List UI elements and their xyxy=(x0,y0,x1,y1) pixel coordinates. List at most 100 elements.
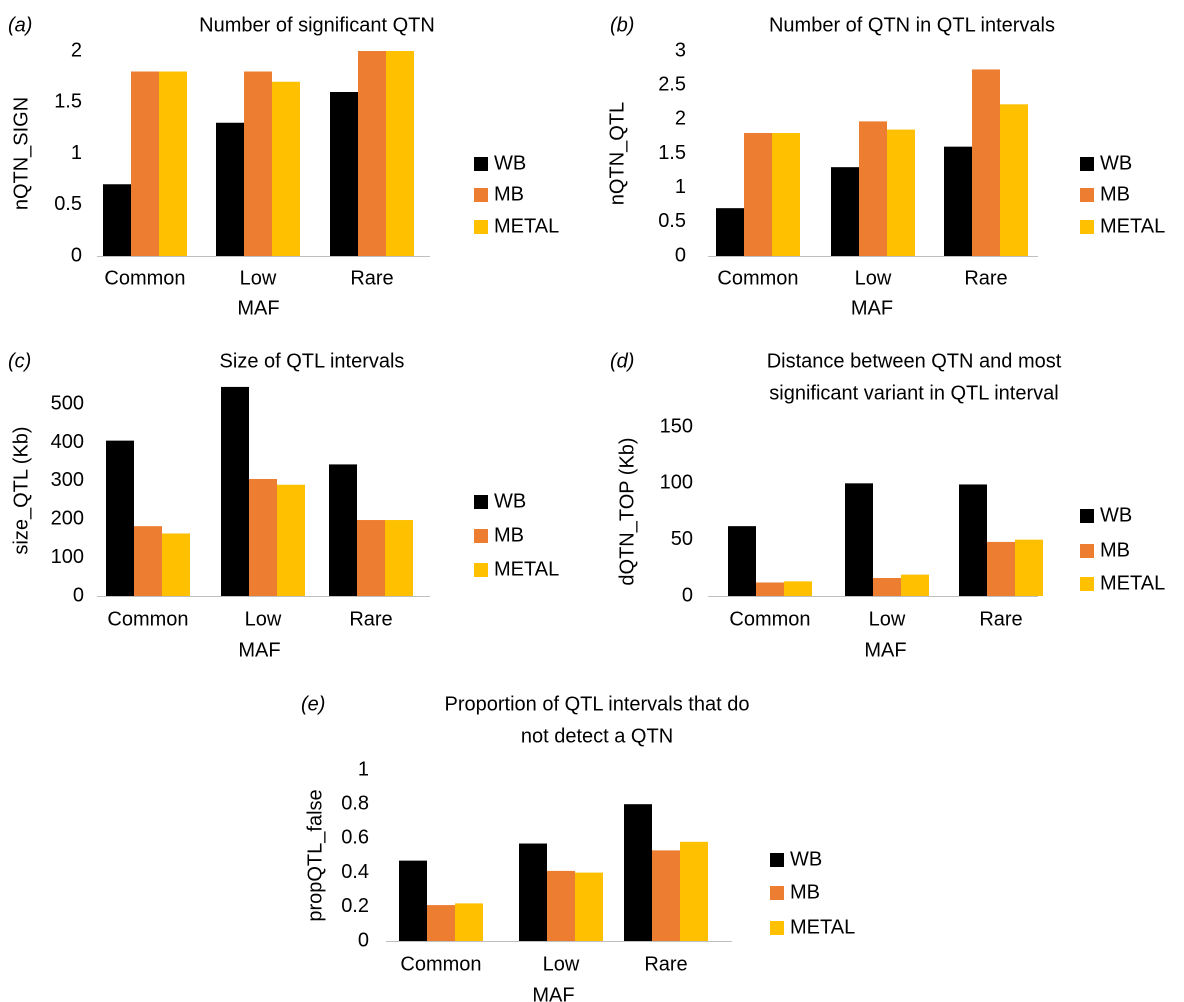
bar-mb-low xyxy=(873,577,901,596)
legend-label-metal: METAL xyxy=(494,558,559,580)
legend-label-wb: WB xyxy=(1100,152,1132,174)
bar-wb-rare xyxy=(944,146,972,256)
legend-label-wb: WB xyxy=(494,152,526,174)
x-tick-label: Low xyxy=(869,608,906,630)
chart-number-of-significant-qtn: (a) Number of significant QTN 0 0.5 1 1.5 2 nQT… xyxy=(8,14,559,319)
chart-title: Number of QTN in QTL intervals xyxy=(769,14,1055,36)
bar-wb-low xyxy=(831,167,859,256)
legend-swatch-metal xyxy=(1080,577,1094,591)
legend-swatch-wb xyxy=(770,853,784,867)
bar-metal-rare xyxy=(680,841,708,941)
x-tick-label: Rare xyxy=(644,953,687,975)
y-tick-label: 2.5 xyxy=(658,73,686,95)
legend-label-wb: WB xyxy=(1100,504,1132,526)
chart-title: Proportion of QTL intervals that do xyxy=(445,693,750,715)
x-tick-label: Rare xyxy=(349,608,392,630)
legend-swatch-mb xyxy=(770,886,784,900)
y-tick-label: 1.5 xyxy=(658,142,686,164)
chart-number-of-qtn-in-qtl: (b) Number of QTN in QTL intervals 0 0.5 1 1.… xyxy=(606,14,1165,319)
y-tick-label: 2 xyxy=(71,39,82,61)
y-axis-label: size_QTL (Kb) xyxy=(10,426,32,554)
legend-swatch-mb xyxy=(474,529,488,543)
bar-mb-common xyxy=(131,71,159,256)
chart-title: Distance between QTN and most xyxy=(767,350,1062,372)
legend-label-wb: WB xyxy=(494,490,526,512)
y-tick-label: 1 xyxy=(675,176,686,198)
y-tick-label: 0.8 xyxy=(341,792,369,814)
bar-mb-common xyxy=(744,133,772,256)
bar-mb-low xyxy=(244,71,272,256)
x-tick-label: Common xyxy=(107,608,188,630)
bar-wb-low xyxy=(845,483,873,596)
y-axis-label: propQTL_false xyxy=(304,789,326,921)
panel-label: (a) xyxy=(8,14,32,36)
legend-swatch-wb xyxy=(474,495,488,509)
chart-size-of-qtl-intervals: (c) Size of QTL intervals 0 100 200 300 400 500… xyxy=(8,350,559,661)
chart-title: not detect a QTN xyxy=(521,725,673,747)
y-tick-label: 50 xyxy=(671,528,693,550)
bar-metal-rare xyxy=(1000,104,1028,256)
panel-label: (d) xyxy=(610,350,634,372)
bar-mb-low xyxy=(859,121,887,256)
x-axis-label: MAF xyxy=(237,297,279,319)
chart-title: significant variant in QTL interval xyxy=(769,382,1058,404)
y-tick-label: 500 xyxy=(51,392,84,414)
legend-swatch-metal xyxy=(770,921,784,935)
x-tick-label: Rare xyxy=(350,267,393,289)
y-tick-label: 0 xyxy=(71,244,82,266)
legend-swatch-mb xyxy=(1080,188,1094,202)
bar-mb-common xyxy=(427,905,455,941)
y-axis-label: nQTN_SIGN xyxy=(10,97,32,210)
y-tick-label: 100 xyxy=(51,546,84,568)
bar-wb-common xyxy=(399,860,427,941)
legend-label-wb: WB xyxy=(790,848,822,870)
x-tick-label: Common xyxy=(400,953,481,975)
legend-label-metal: METAL xyxy=(494,215,559,237)
legend-swatch-metal xyxy=(1080,220,1094,234)
bar-metal-common xyxy=(162,533,190,596)
legend-swatch-wb xyxy=(474,157,488,171)
y-tick-label: 150 xyxy=(660,415,693,437)
bar-mb-rare xyxy=(987,541,1015,596)
x-tick-label: Low xyxy=(543,953,580,975)
chart-proportion-qtl-false: (e) Proportion of QTL intervals that do no… xyxy=(301,693,855,1002)
y-tick-label: 1.5 xyxy=(54,91,82,113)
chart-title: Size of QTL intervals xyxy=(220,350,405,372)
legend-label-metal: METAL xyxy=(1100,215,1165,237)
y-tick-label: 200 xyxy=(51,508,84,530)
panel-label: (b) xyxy=(610,14,634,36)
legend-label-mb: MB xyxy=(790,881,820,903)
bar-wb-low xyxy=(216,122,244,256)
bar-metal-rare xyxy=(385,520,413,596)
legend-label-metal: METAL xyxy=(790,916,855,938)
legend-swatch-wb xyxy=(1080,157,1094,171)
bar-wb-common xyxy=(106,440,134,596)
y-tick-label: 1 xyxy=(358,758,369,780)
bar-wb-common xyxy=(728,526,756,596)
legend-label-mb: MB xyxy=(1100,539,1130,561)
bar-mb-common xyxy=(756,582,784,596)
legend-label-mb: MB xyxy=(494,524,524,546)
bar-metal-low xyxy=(887,129,915,256)
panel-label: (e) xyxy=(301,693,325,715)
x-tick-label: Common xyxy=(729,608,810,630)
x-axis-label: MAF xyxy=(864,639,906,661)
bar-wb-common xyxy=(716,208,744,256)
bar-wb-rare xyxy=(959,484,987,596)
y-tick-label: 400 xyxy=(51,431,84,453)
bar-wb-rare xyxy=(624,804,652,941)
legend-swatch-wb xyxy=(1080,509,1094,523)
bar-wb-low xyxy=(221,386,249,596)
bar-metal-low xyxy=(277,484,305,596)
y-tick-label: 0.4 xyxy=(341,861,369,883)
bar-wb-common xyxy=(103,184,131,256)
y-tick-label: 1 xyxy=(71,142,82,164)
y-axis-label: nQTN_QTL xyxy=(606,102,628,205)
x-tick-label: Common xyxy=(717,267,798,289)
y-tick-label: 3 xyxy=(675,39,686,61)
legend-label-metal: METAL xyxy=(1100,572,1165,594)
bar-mb-common xyxy=(134,526,162,596)
y-tick-label: 0 xyxy=(358,929,369,951)
y-tick-label: 2 xyxy=(675,108,686,130)
